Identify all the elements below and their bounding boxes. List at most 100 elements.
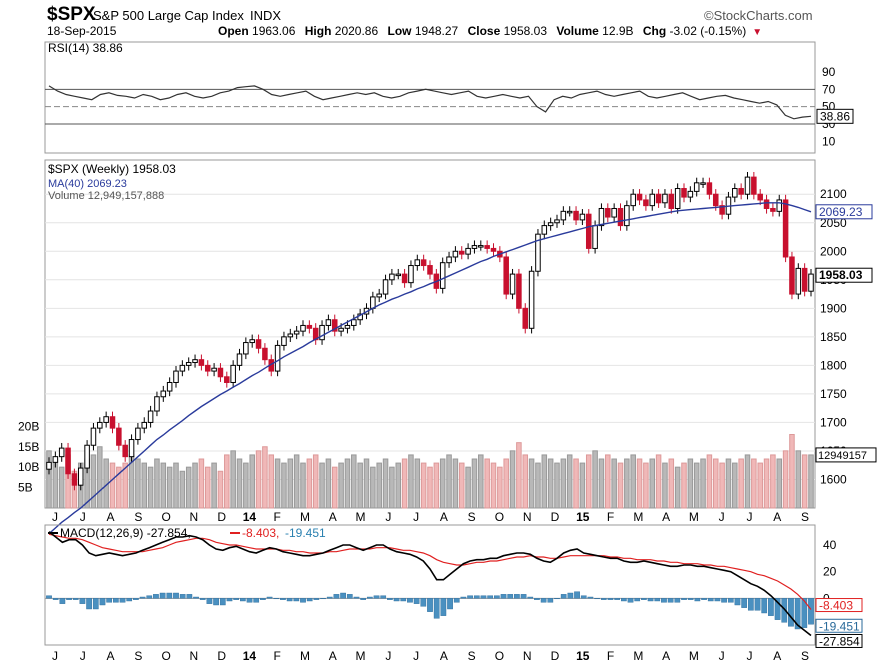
volume-bar: [154, 458, 160, 509]
volume-bar: [439, 458, 446, 509]
candle-body: [446, 256, 452, 264]
candle-body: [452, 250, 459, 258]
macd-histogram-bar: [226, 598, 233, 602]
macd-histogram-bar: [520, 594, 527, 599]
price-x-label: J: [719, 510, 725, 524]
macd-histogram-bar: [567, 592, 574, 599]
macd-last-label: -19.451: [819, 619, 860, 633]
candle-body: [585, 213, 592, 249]
macd-histogram-bar: [681, 598, 687, 600]
volume-bar: [306, 458, 313, 509]
volume-bar: [719, 462, 725, 509]
macd-histogram-bar: [280, 598, 286, 600]
candle-body: [274, 344, 281, 372]
candle-body: [141, 421, 148, 429]
price-x-label: F: [607, 510, 614, 524]
volume-bar: [319, 462, 325, 509]
macd-histogram-bar: [661, 598, 667, 603]
candle-body: [97, 421, 103, 429]
macd-histogram-bar: [159, 592, 166, 599]
candle-body: [255, 339, 262, 349]
volume-bar: [770, 454, 776, 509]
macd-x-label: J: [385, 649, 391, 663]
volume-bar: [732, 462, 738, 509]
macd-histogram-bar: [320, 598, 326, 600]
volume-bar: [255, 450, 262, 509]
candle-body: [287, 333, 294, 338]
volume-bar: [236, 458, 243, 509]
volume-y-tick: 5B: [18, 481, 33, 495]
macd-histogram-bar: [460, 596, 467, 599]
macd-histogram-bar: [66, 598, 72, 600]
macd-histogram-bar: [313, 598, 320, 600]
volume-bar: [230, 450, 236, 509]
candle-body: [198, 359, 205, 366]
candle-body: [655, 193, 662, 204]
macd-histogram-bar: [480, 595, 487, 599]
ma40-line: [48, 202, 812, 535]
candle-body: [770, 207, 776, 212]
volume-bar: [490, 462, 497, 509]
price-x-label: A: [662, 510, 670, 524]
volume-bar: [687, 458, 694, 509]
volume-bar: [325, 458, 332, 509]
macd-histogram-bar: [808, 598, 814, 625]
histogram-legend: -19.451: [285, 526, 326, 540]
volume-bar: [560, 458, 567, 509]
macd-histogram-bar: [126, 598, 133, 602]
candle-body: [154, 396, 160, 412]
candle-body: [395, 273, 402, 277]
price-panel-frame: [44, 159, 816, 509]
candle-body: [192, 359, 198, 364]
macd-histogram-bar: [353, 596, 360, 599]
macd-histogram-bar: [119, 598, 126, 603]
macd-histogram-bar: [768, 598, 774, 616]
volume-bar: [712, 458, 719, 509]
rsi-last-box: [816, 108, 854, 124]
macd-histogram-bar: [193, 596, 199, 599]
candle-body: [744, 176, 751, 195]
volume-bar: [427, 466, 433, 509]
price-y-tick: 2100: [820, 187, 847, 201]
macd-histogram-bar: [179, 594, 186, 599]
candle-body: [478, 245, 484, 248]
volume-bar: [433, 462, 440, 509]
macd-histogram-bar: [366, 596, 373, 599]
volume-bar: [662, 462, 668, 509]
candle-body: [243, 342, 249, 355]
candle-body: [77, 467, 84, 486]
volume-bar: [763, 458, 770, 509]
macd-histogram-bar: [407, 598, 413, 603]
candle-body: [592, 225, 598, 249]
candle-body: [458, 250, 465, 255]
candle-body: [439, 262, 446, 289]
macd-x-label: N: [523, 649, 532, 663]
macd-x-label: 14: [243, 649, 257, 663]
volume-bar: [287, 458, 294, 509]
volume-y-tick: 15B: [18, 440, 39, 454]
rsi-y-tick: 70: [822, 82, 836, 96]
volume-bar: [414, 458, 421, 509]
symbol: $SPX: [47, 4, 96, 25]
volume-bar: [401, 458, 408, 509]
macd-histogram-bar: [600, 598, 607, 600]
macd-x-label: A: [662, 649, 670, 663]
volume-bar: [122, 462, 128, 509]
chg-label: Chg: [642, 24, 667, 38]
macd-line: [48, 531, 812, 637]
volume-bar: [331, 466, 338, 509]
candle-body: [351, 319, 357, 326]
volume-bar: [58, 466, 65, 509]
volume-bar: [738, 458, 744, 509]
macd-x-label: J: [80, 649, 86, 663]
candle-body: [217, 367, 224, 378]
macd-histogram-bar: [360, 598, 367, 600]
price-x-label: F: [274, 510, 281, 524]
volume-bar: [338, 462, 344, 509]
volume-bar: [262, 446, 268, 509]
macd-histogram-bar: [727, 598, 734, 603]
candle-body: [605, 207, 611, 218]
candle-body: [306, 324, 313, 329]
brand[interactable]: ©StockCharts.com: [704, 8, 813, 23]
